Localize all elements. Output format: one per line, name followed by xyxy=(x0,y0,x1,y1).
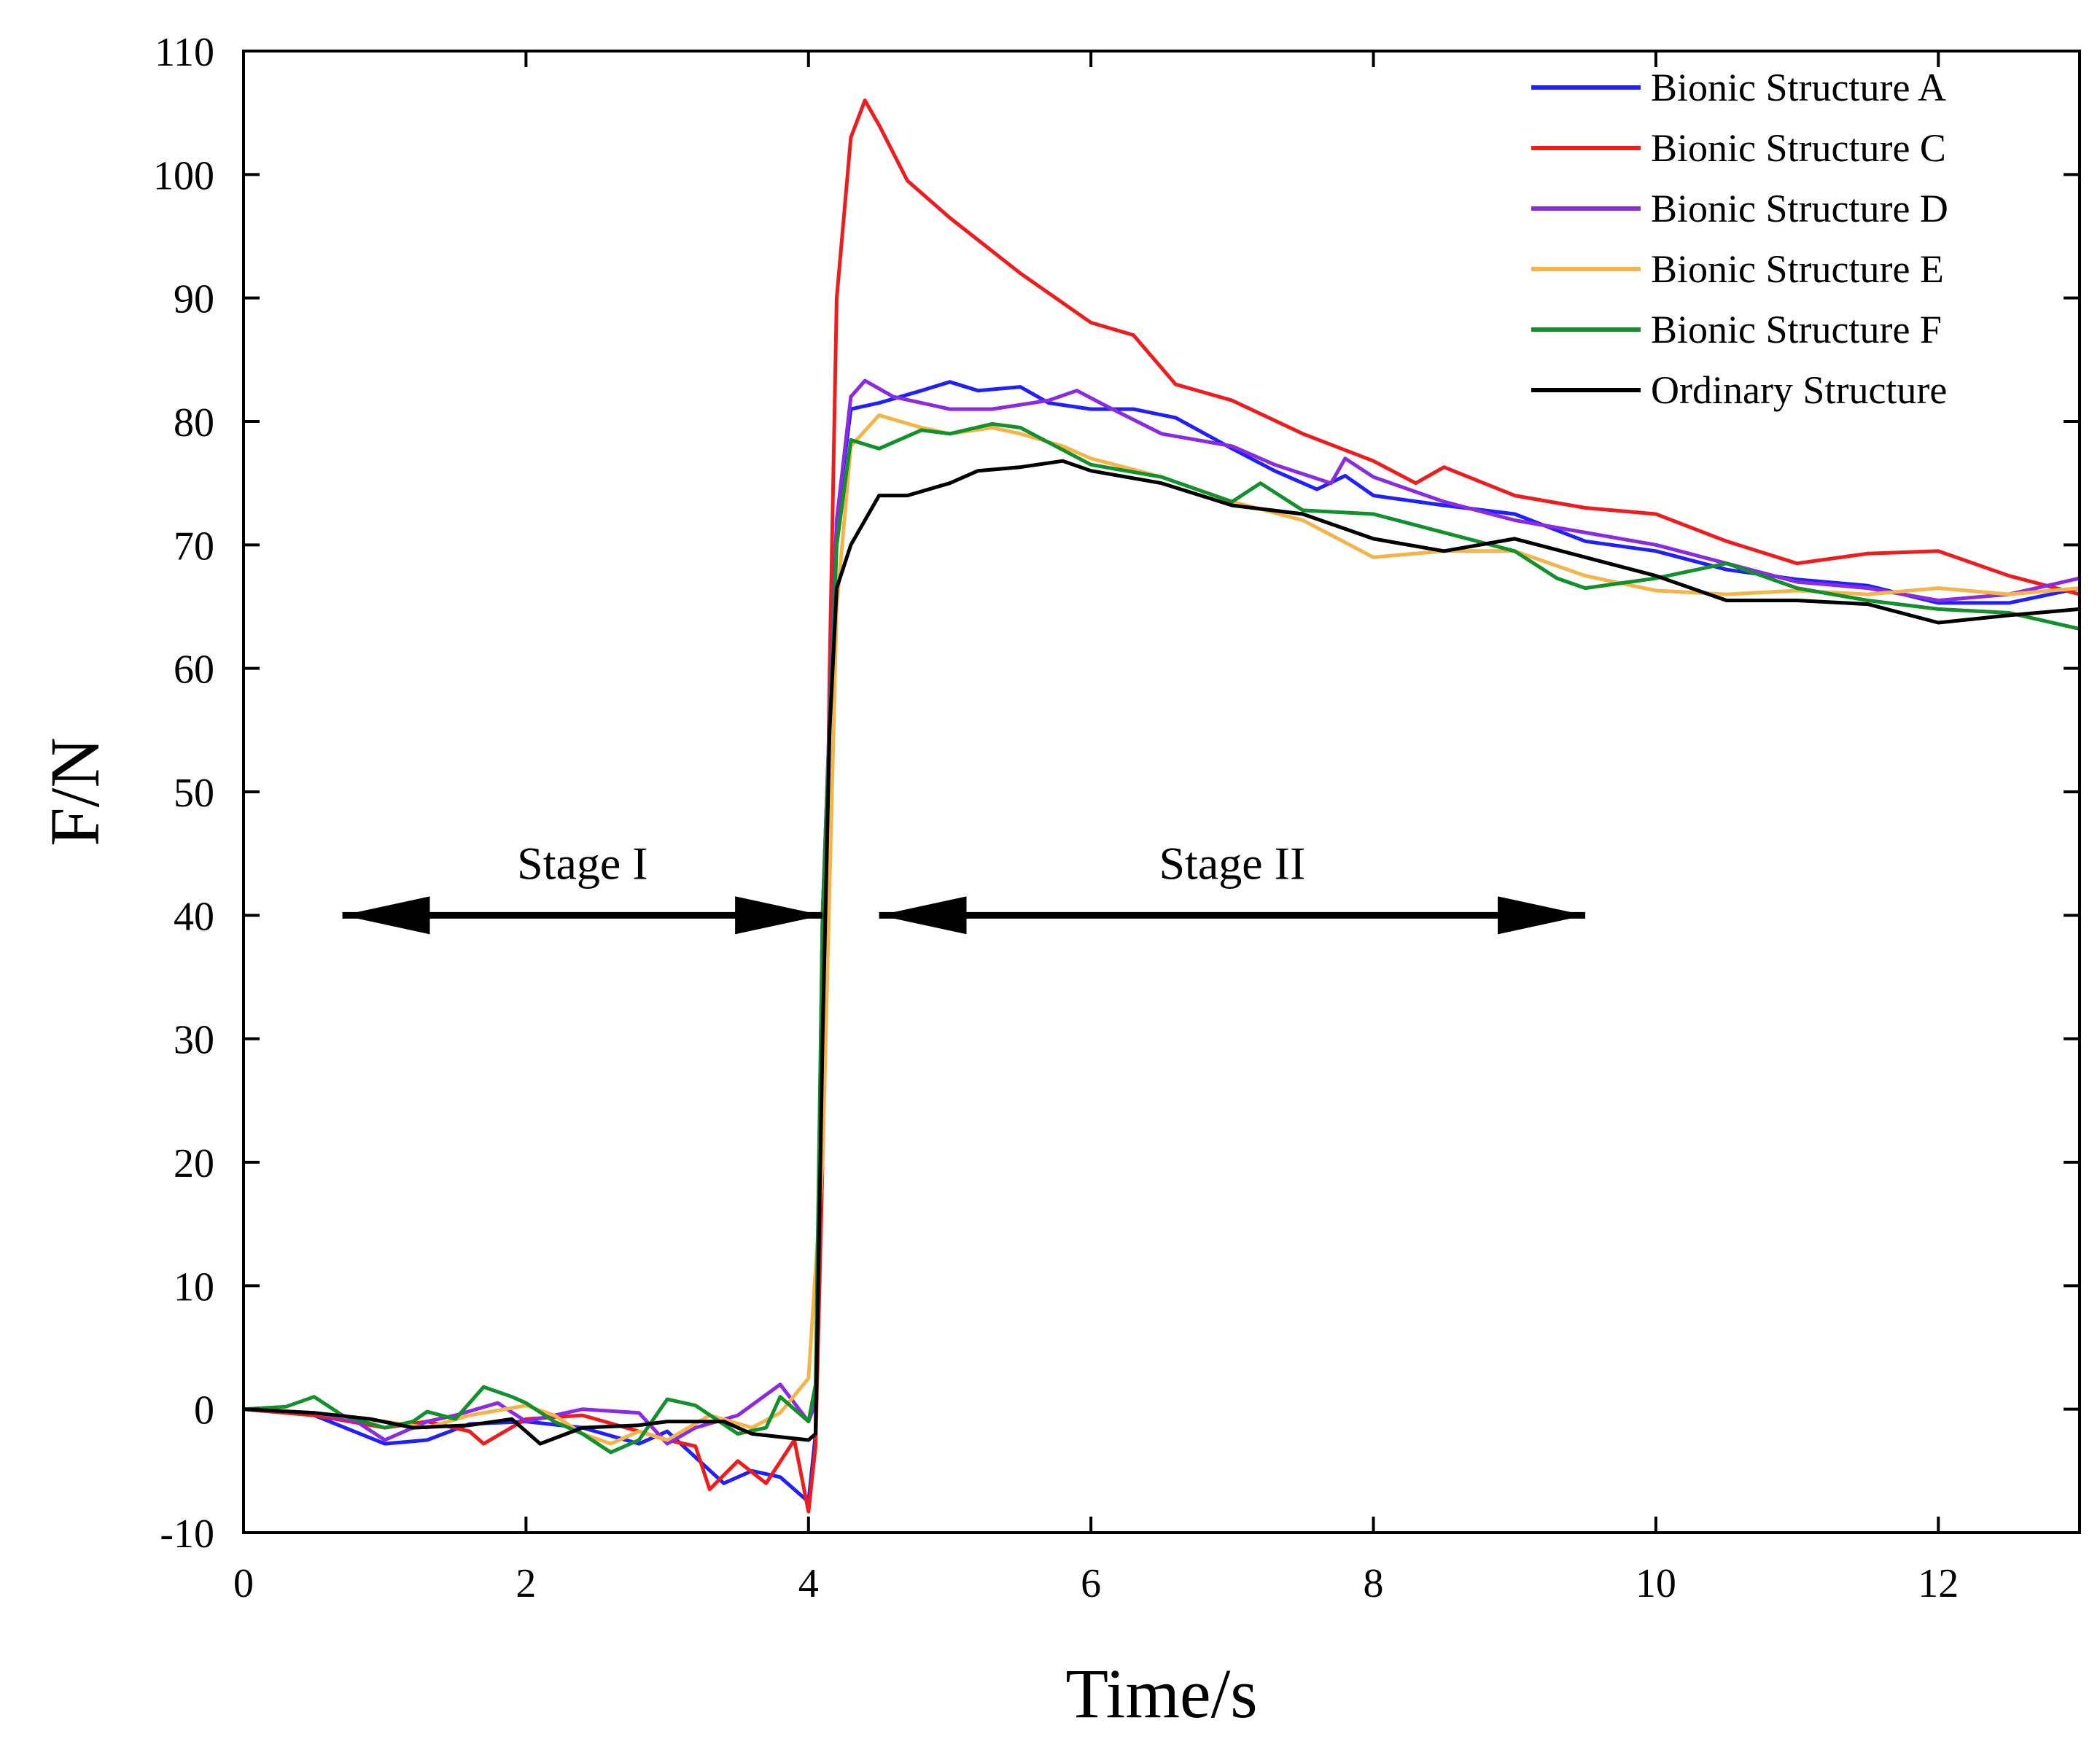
stage-label-1: Stage I xyxy=(517,837,648,889)
y-tick-label: -10 xyxy=(160,1511,214,1557)
series-line-5 xyxy=(244,421,2080,1455)
y-tick-label: 100 xyxy=(153,153,214,198)
x-tick-label: 10 xyxy=(1636,1561,1676,1606)
y-tick-label: 40 xyxy=(174,894,214,939)
x-axis-title: Time/s xyxy=(1065,1654,1257,1732)
y-tick-label: 50 xyxy=(174,771,214,816)
legend-label-5: Bionic Structure F xyxy=(1651,308,1942,351)
y-tick-label: 0 xyxy=(194,1388,214,1433)
series-line-3 xyxy=(244,378,2080,1446)
legend: Bionic Structure A Bionic Structure C Bion… xyxy=(1531,66,1948,412)
x-tick-label: 2 xyxy=(516,1561,536,1606)
x-tick-label: 4 xyxy=(798,1561,819,1606)
series-line-6 xyxy=(244,459,2080,1446)
y-tick-label: 10 xyxy=(174,1264,214,1310)
y-tick-label: 20 xyxy=(174,1141,214,1186)
series-line-2 xyxy=(244,98,2080,1514)
y-tick-label: 90 xyxy=(174,277,214,322)
legend-label-6: Ordinary Structure xyxy=(1651,368,1947,412)
series-layer xyxy=(244,98,2080,1514)
annotation-layer: Stage I Stage II xyxy=(342,837,1586,935)
y-tick-label: 60 xyxy=(174,647,214,693)
series-line-4 xyxy=(244,413,2080,1446)
legend-label-4: Bionic Structure E xyxy=(1651,247,1944,291)
legend-label-2: Bionic Structure C xyxy=(1651,126,1946,170)
legend-label-3: Bionic Structure D xyxy=(1651,187,1948,230)
stage-label-2: Stage II xyxy=(1159,837,1305,889)
legend-label-1: Bionic Structure A xyxy=(1651,66,1946,109)
y-axis-title: F/N xyxy=(36,737,114,846)
x-tick-label: 6 xyxy=(1081,1561,1101,1606)
y-tick-label: 70 xyxy=(174,524,214,569)
tick-layer: -10 0 10 20 30 40 50 60 70 80 90 100 110 0 2 4 6 8 10 12 xyxy=(153,30,2080,1606)
x-tick-label: 12 xyxy=(1918,1561,1959,1606)
y-tick-label: 80 xyxy=(174,400,214,445)
x-tick-label: 0 xyxy=(233,1561,254,1606)
x-tick-label: 8 xyxy=(1364,1561,1384,1606)
y-tick-label: 110 xyxy=(155,30,214,75)
y-tick-label: 30 xyxy=(174,1018,214,1063)
